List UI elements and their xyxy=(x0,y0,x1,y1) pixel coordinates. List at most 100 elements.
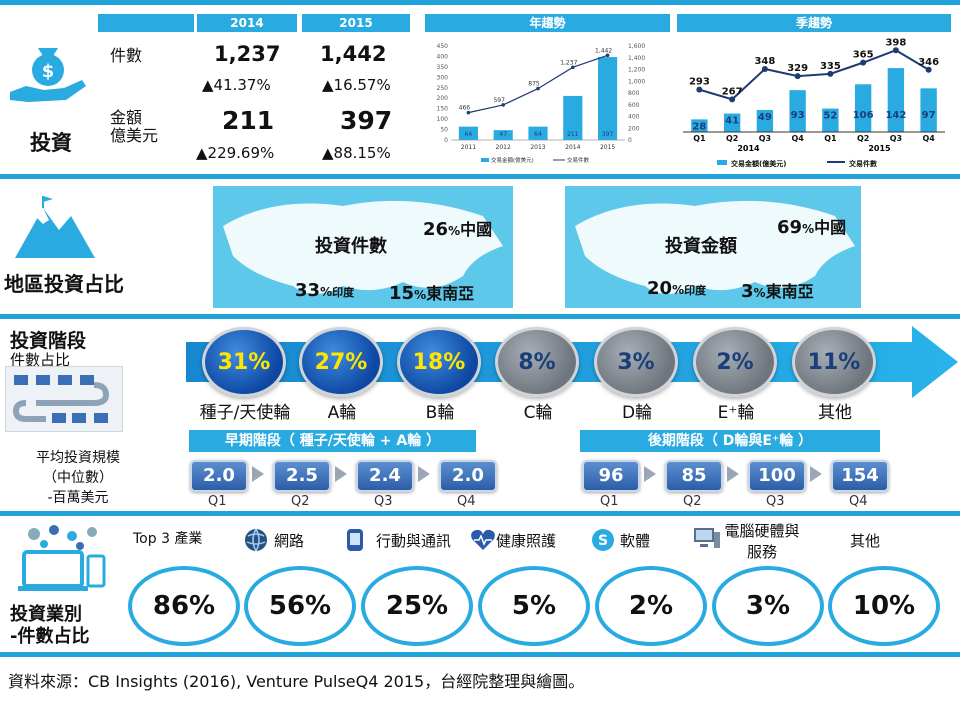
line-label: 466 xyxy=(459,105,471,112)
bar xyxy=(854,84,872,132)
late-avg-q1: 96 xyxy=(582,460,640,492)
bar xyxy=(756,109,774,132)
annual-chart-title: 年趨勢 xyxy=(425,14,670,32)
bar-label: 52 xyxy=(823,111,837,122)
late-stage-header: 後期階段（ D輪與E⁺輪 ） xyxy=(580,430,880,452)
industry-title: 投資業別 xyxy=(10,604,82,625)
bar xyxy=(563,95,583,140)
header-blank xyxy=(98,14,194,32)
line-label: 293 xyxy=(689,77,710,88)
early-avg-q-label-2: Q2 xyxy=(291,494,310,509)
series-line xyxy=(699,49,930,101)
line-label: 335 xyxy=(820,61,841,72)
annual-chart: 0 50 100 150 200 250 300 350 400 450 0 200 400 600 800… xyxy=(425,34,670,168)
source-text: 資料來源：CB Insights (2016), Venture PulseQ4… xyxy=(8,672,585,691)
late-avg-q-label-3: Q3 xyxy=(766,494,785,509)
industry-pct-0: 56% xyxy=(244,566,356,646)
top3-label: Top 3 產業 xyxy=(133,531,203,547)
stage-title: 投資階段 xyxy=(10,330,87,352)
right-tick: 400 xyxy=(628,114,640,121)
late-avg-q-label-4: Q4 xyxy=(849,494,868,509)
line-point xyxy=(794,73,801,80)
year-label: 2014 xyxy=(737,144,760,153)
invest-title: 投資 xyxy=(30,131,72,155)
top3-pct: 86% xyxy=(128,566,240,646)
money-bag-hand-icon: $ xyxy=(8,40,88,110)
early-avg-q-label-3: Q3 xyxy=(374,494,393,509)
amount-2015: 397 xyxy=(340,106,393,135)
bar xyxy=(691,119,708,132)
right-tick: 1,200 xyxy=(628,67,645,74)
devices-icon xyxy=(14,522,114,594)
amount-growth-2015: ▲88.15% xyxy=(322,144,391,162)
bar xyxy=(493,130,513,140)
industry-label-3: 軟體 xyxy=(620,532,651,550)
process-flow-icon xyxy=(5,366,123,432)
early-avg-q3: 2.4 xyxy=(356,460,414,492)
year-header-2015: 2015 xyxy=(302,14,410,32)
amount-map: 投資金額 69%中國 20%印度 3%東南亞 xyxy=(565,186,861,308)
arrow-icon xyxy=(252,466,264,482)
late-avg-q2: 85 xyxy=(665,460,723,492)
avg-title-line1: 平均投資規模 xyxy=(36,450,120,466)
divider-2 xyxy=(0,314,960,319)
arrow-icon xyxy=(335,466,347,482)
x-tick: 2013 xyxy=(530,144,545,151)
line-point xyxy=(696,86,703,93)
industry-label-2: 健康照護 xyxy=(496,532,557,550)
count-2015: 1,442 xyxy=(320,42,387,66)
amount-india: 20%印度 xyxy=(647,278,707,299)
late-avg-q4: 154 xyxy=(831,460,889,492)
x-tick: Q4 xyxy=(922,134,935,143)
region-title: 地區投資占比 xyxy=(4,272,124,296)
bar-label: 142 xyxy=(885,110,906,121)
bar xyxy=(887,68,905,132)
left-tick: 200 xyxy=(437,95,449,102)
line-point xyxy=(892,47,899,54)
count-map-label: 投資件數 xyxy=(315,236,387,257)
bar xyxy=(528,126,548,140)
divider-1 xyxy=(0,174,960,179)
x-tick: 2015 xyxy=(600,144,615,151)
arrow-icon xyxy=(418,466,430,482)
right-tick: 1,400 xyxy=(628,55,645,62)
line-label: 329 xyxy=(787,63,808,74)
line-label: 597 xyxy=(493,97,505,104)
stage-pct-0: 31% xyxy=(202,327,286,397)
line-label: 365 xyxy=(853,50,874,61)
amount-growth-2014: ▲229.69% xyxy=(196,144,275,162)
bar xyxy=(789,90,806,132)
top-divider xyxy=(0,0,960,5)
line-label: 348 xyxy=(754,56,775,67)
bar-label: 41 xyxy=(725,116,739,127)
x-tick: 2014 xyxy=(565,144,580,151)
stage-pct-6: 11% xyxy=(792,327,876,397)
bar-label: 93 xyxy=(791,110,805,121)
divider-3 xyxy=(0,511,960,516)
line-point xyxy=(827,70,834,77)
mountain-flag-icon xyxy=(15,194,95,260)
line-point xyxy=(466,110,471,115)
line-point xyxy=(761,66,768,72)
globe-icon xyxy=(244,528,268,552)
stage-label-5: E⁺輪 xyxy=(717,403,755,423)
year-header-2014: 2014 xyxy=(197,14,297,32)
early-avg-q-label-1: Q1 xyxy=(208,494,227,509)
line-point xyxy=(729,96,736,103)
bar-label: 28 xyxy=(692,121,706,132)
year-label: 2015 xyxy=(868,144,891,153)
industry-label-4: 電腦硬體與服務 xyxy=(724,522,800,561)
left-tick: 0 xyxy=(444,137,448,144)
arrow-icon xyxy=(644,466,656,482)
stage-subtitle: 件數占比 xyxy=(10,351,71,369)
industry-label-5: 其他 xyxy=(850,532,881,550)
late-avg-q-label-2: Q2 xyxy=(683,494,702,509)
heart-pulse-icon xyxy=(470,528,496,552)
industry-pct-3: 2% xyxy=(595,566,707,646)
stage-label-4: D輪 xyxy=(621,403,653,423)
x-tick: Q4 xyxy=(791,134,804,143)
industry-pct-2: 5% xyxy=(478,566,590,646)
count-growth-2015: ▲16.57% xyxy=(322,76,391,94)
line-point xyxy=(501,103,505,107)
x-tick: Q2 xyxy=(857,134,869,143)
